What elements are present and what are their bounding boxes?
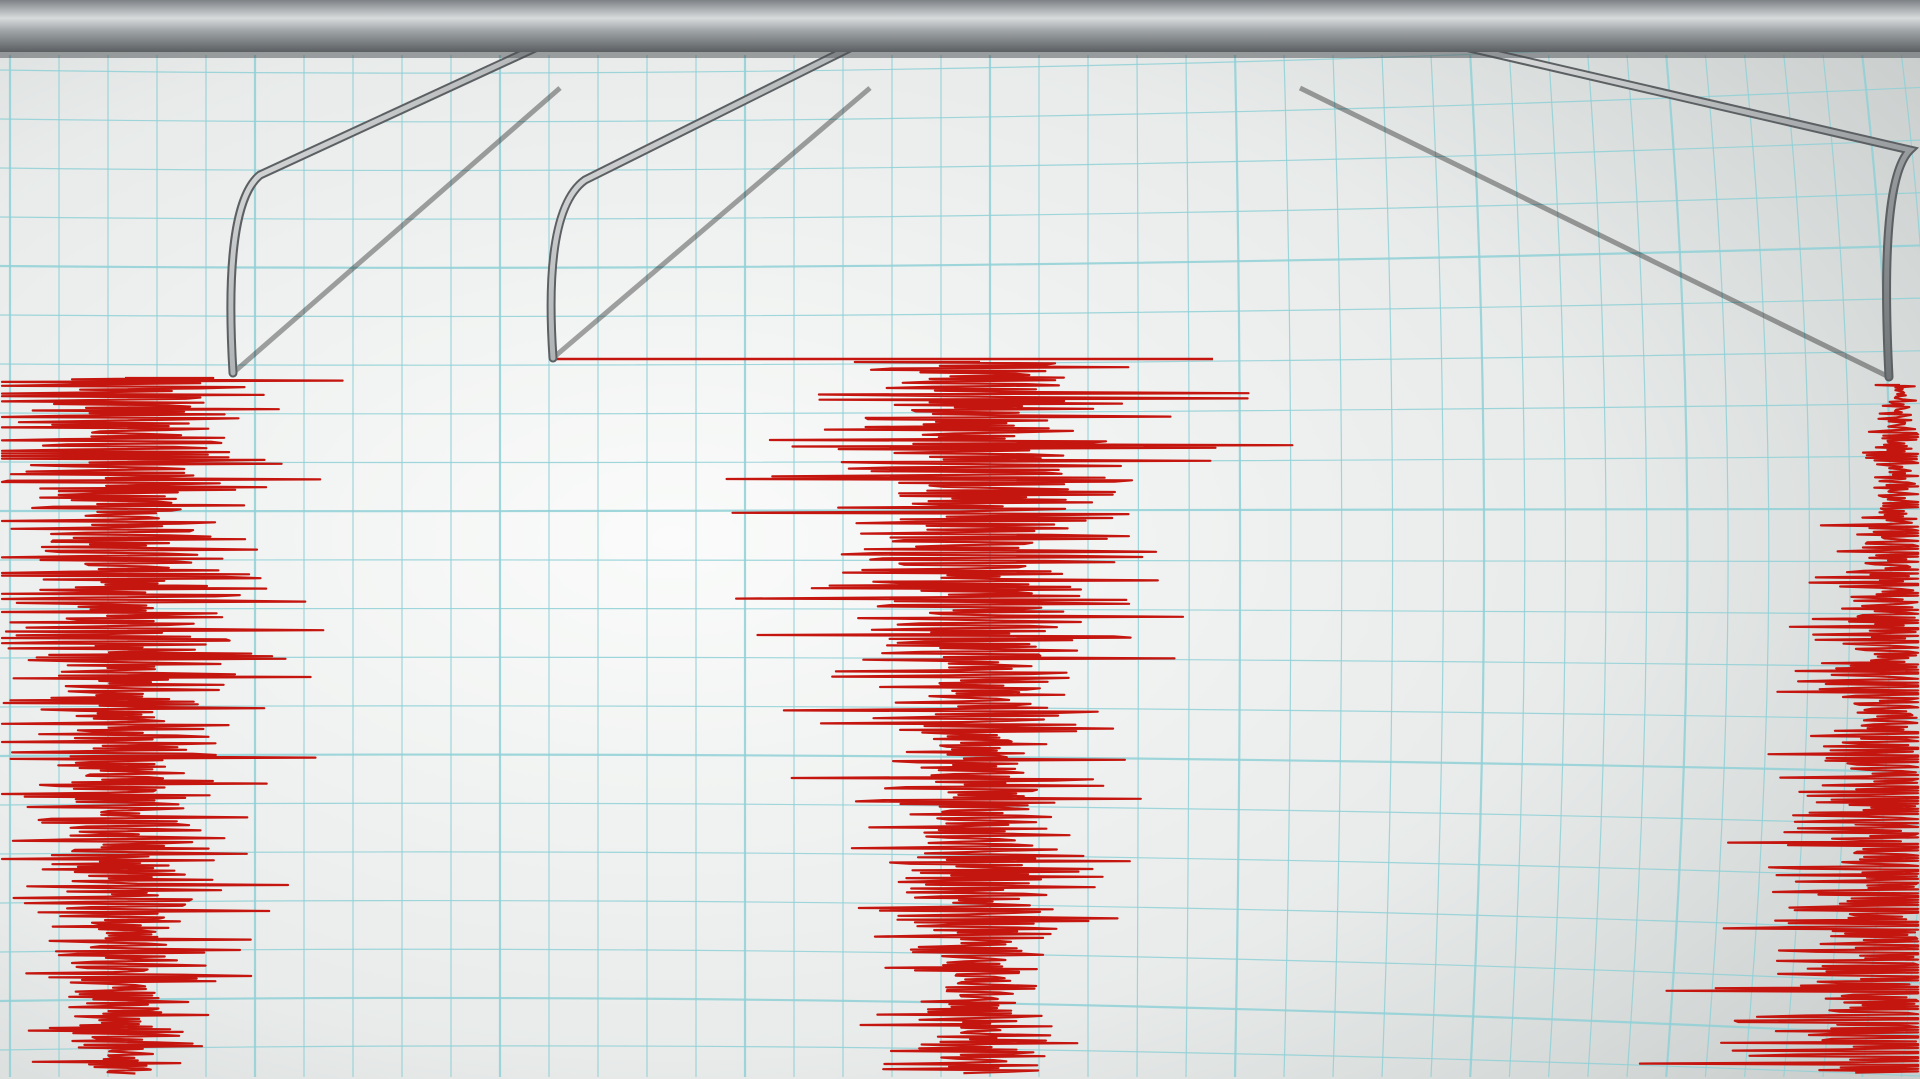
- needle-shadow: [551, 86, 872, 360]
- grid-line-vertical: [1185, 54, 1190, 1078]
- needle-highlight-3: [1337, 15, 1916, 380]
- grid-line-vertical: [1548, 54, 1567, 1078]
- grid-line-vertical: [1233, 54, 1242, 1078]
- needle-arms: [226, 13, 1920, 382]
- grid-line-horizontal: [0, 753, 1920, 774]
- grid-line-horizontal: [0, 244, 1920, 269]
- grid-line-vertical: [1508, 54, 1526, 1078]
- needle-shadow: [231, 86, 562, 375]
- grid-line-vertical: [1587, 54, 1607, 1078]
- needle-highlight-2: [548, 15, 913, 361]
- grid-line-horizontal: [0, 139, 1920, 172]
- grid-line-horizontal: [0, 297, 1920, 318]
- needle-shadow: [1298, 85, 1891, 380]
- grid-line-vertical: [1381, 54, 1394, 1078]
- trace-right: [1638, 383, 1920, 1074]
- trace-left: [0, 376, 344, 1075]
- trace-middle: [725, 360, 1294, 1075]
- grid-line-vertical: [1283, 54, 1292, 1078]
- top-rail: [0, 0, 1920, 58]
- grid-line-horizontal: [0, 899, 1920, 931]
- seismic-traces: [0, 357, 1920, 1075]
- grid-line-vertical: [1469, 54, 1486, 1078]
- grid-line-horizontal: [0, 192, 1920, 220]
- grid-line-horizontal: [0, 86, 1920, 123]
- grid-line-vertical: [1626, 54, 1648, 1078]
- grid-line-vertical: [1332, 54, 1343, 1078]
- grid-line-vertical: [1430, 54, 1445, 1078]
- needle-highlight-1: [228, 15, 603, 376]
- grid-line-vertical: [1744, 54, 1770, 1078]
- grid-line-vertical: [1665, 54, 1689, 1078]
- grid-line-vertical: [1704, 54, 1729, 1078]
- grid-line-vertical: [1136, 54, 1139, 1078]
- grid-line-horizontal: [0, 851, 1920, 879]
